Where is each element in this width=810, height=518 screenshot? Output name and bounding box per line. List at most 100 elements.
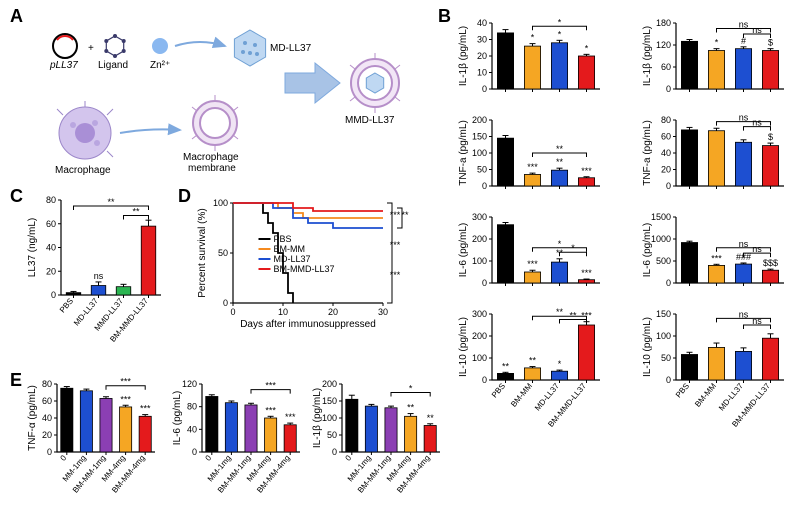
svg-text:ns: ns (752, 244, 762, 254)
svg-text:20: 20 (46, 266, 56, 276)
svg-text:50: 50 (327, 430, 337, 440)
svg-text:ns: ns (739, 309, 749, 319)
svg-text:40: 40 (477, 18, 487, 28)
svg-text:ns: ns (94, 271, 104, 281)
svg-text:BM-MM: BM-MM (509, 381, 534, 408)
svg-text:MMD-LL37: MMD-LL37 (345, 115, 395, 126)
svg-text:***: *** (581, 166, 592, 176)
svg-text:Days after immunosuppressed: Days after immunosuppressed (240, 319, 376, 330)
svg-text:**: ** (107, 197, 115, 207)
svg-text:0: 0 (666, 278, 671, 288)
svg-text:*: * (558, 29, 562, 39)
svg-text:0: 0 (666, 375, 671, 385)
panel-label-a: A (10, 6, 23, 27)
svg-text:**: ** (529, 356, 537, 366)
panel-e-chart-2: 050100150200IL-1β (pg/mL)0MM-1mgBM-MM-1m… (310, 378, 455, 518)
svg-text:IL-10 (pg/mL): IL-10 (pg/mL) (642, 317, 653, 377)
svg-text:MD-LL37: MD-LL37 (717, 381, 745, 412)
svg-text:BM-MMD-LL37: BM-MMD-LL37 (274, 264, 335, 274)
svg-text:Zn²⁺: Zn²⁺ (150, 60, 170, 71)
panel-label-b: B (438, 6, 451, 27)
svg-text:60: 60 (42, 396, 52, 406)
svg-text:0: 0 (482, 278, 487, 288)
svg-text:*: * (409, 384, 413, 394)
svg-text:10: 10 (477, 68, 487, 78)
svg-text:150: 150 (472, 132, 487, 142)
svg-text:MD-LL37: MD-LL37 (533, 381, 561, 412)
svg-text:*: * (571, 243, 575, 253)
panel-d-chart: 0501000102030Percent survival (%)Days af… (195, 195, 430, 365)
svg-text:60: 60 (46, 219, 56, 229)
svg-text:PBS: PBS (674, 382, 691, 400)
svg-text:300: 300 (472, 309, 487, 319)
svg-text:100: 100 (472, 353, 487, 363)
svg-text:20: 20 (477, 51, 487, 61)
svg-text:*: * (715, 38, 719, 48)
svg-text:1500: 1500 (651, 212, 671, 222)
panel-b-il1b-l: 010203040IL-1β (pg/mL)**** (456, 15, 626, 107)
svg-text:**: ** (556, 157, 564, 167)
panel-b-il6-l: 0100200300IL-6 (pg/mL)********** (456, 209, 626, 301)
svg-text:Macrophage: Macrophage (55, 165, 111, 176)
svg-text:0: 0 (51, 290, 56, 300)
svg-text:IL-1β (pg/mL): IL-1β (pg/mL) (642, 26, 653, 86)
svg-text:***: *** (285, 412, 296, 422)
svg-text:1000: 1000 (651, 234, 671, 244)
svg-text:80: 80 (42, 379, 52, 389)
svg-text:IL-6 (pg/mL): IL-6 (pg/mL) (458, 223, 469, 277)
svg-text:MD-LL37: MD-LL37 (270, 43, 312, 54)
svg-text:0: 0 (666, 84, 671, 94)
svg-text:TNF-α (pg/mL): TNF-α (pg/mL) (27, 385, 38, 451)
svg-text:100: 100 (472, 148, 487, 158)
svg-text:***: *** (527, 259, 538, 269)
svg-text:0: 0 (230, 307, 235, 317)
svg-text:pLL37: pLL37 (49, 60, 78, 71)
svg-text:60: 60 (661, 62, 671, 72)
svg-text:IL-6 (pg/mL): IL-6 (pg/mL) (642, 223, 653, 277)
svg-text:Macrophagemembrane: Macrophagemembrane (183, 152, 239, 174)
svg-text:100: 100 (656, 331, 671, 341)
svg-text:20: 20 (42, 430, 52, 440)
svg-text:ns: ns (752, 118, 762, 128)
svg-text:50: 50 (218, 248, 228, 258)
panel-e-chart-0: 020406080TNF-α (pg/mL)0MM-1mgBM-MM-1mgMM… (25, 378, 170, 518)
svg-text:120: 120 (182, 379, 197, 389)
svg-text:40: 40 (187, 424, 197, 434)
svg-text:50: 50 (477, 165, 487, 175)
svg-text:50: 50 (661, 353, 671, 363)
svg-text:40: 40 (661, 148, 671, 158)
svg-text:***: *** (265, 405, 276, 415)
panel-b-il10-l: 0100200300IL-10 (pg/mL)PBSBM-MMMD-LL37BM… (456, 306, 626, 451)
svg-text:0: 0 (482, 181, 487, 191)
svg-text:*: * (531, 33, 535, 43)
svg-text:0: 0 (192, 447, 197, 457)
svg-text:0: 0 (332, 447, 337, 457)
svg-text:0: 0 (482, 84, 487, 94)
panel-b-il1b-r: 060120180IL-1β (pg/mL)*#$nsns (640, 15, 810, 107)
panel-b-il6-r: 050010001500IL-6 (pg/mL)***###$$$nsns (640, 209, 810, 301)
svg-text:TNF-a (pg/mL): TNF-a (pg/mL) (642, 120, 653, 186)
svg-text:100: 100 (213, 198, 228, 208)
panel-b-tnfa-l: 050100150200TNF-a (pg/mL)********** (456, 112, 626, 204)
svg-text:200: 200 (472, 331, 487, 341)
svg-text:BM-MM: BM-MM (274, 244, 306, 254)
svg-text:*: * (558, 17, 562, 27)
svg-text:PBS: PBS (490, 382, 507, 400)
svg-text:80: 80 (46, 195, 56, 205)
svg-text:***: *** (527, 162, 538, 172)
panel-c-chart: 020406080LL37 (ng/mL)PBSMD-LL37MMD-LL37B… (25, 192, 180, 367)
svg-text:IL-1β (pg/mL): IL-1β (pg/mL) (312, 388, 323, 448)
svg-text:0: 0 (482, 375, 487, 385)
svg-text:Percent survival (%): Percent survival (%) (197, 208, 208, 297)
svg-text:30: 30 (378, 307, 388, 317)
svg-text:60: 60 (661, 132, 671, 142)
svg-text:***: *** (140, 404, 151, 414)
panel-b-tnfa-r: 020406080TNF-a (pg/mL)$nsns (640, 112, 810, 204)
svg-text:***: *** (711, 253, 722, 263)
svg-text:***: *** (390, 210, 401, 220)
svg-text:MD-LL37: MD-LL37 (274, 254, 311, 264)
svg-text:PBS: PBS (58, 297, 75, 315)
svg-text:IL-10 (pg/mL): IL-10 (pg/mL) (458, 317, 469, 377)
svg-text:$$$: $$$ (763, 258, 778, 268)
svg-text:IL-6 (pg/mL): IL-6 (pg/mL) (172, 391, 183, 445)
